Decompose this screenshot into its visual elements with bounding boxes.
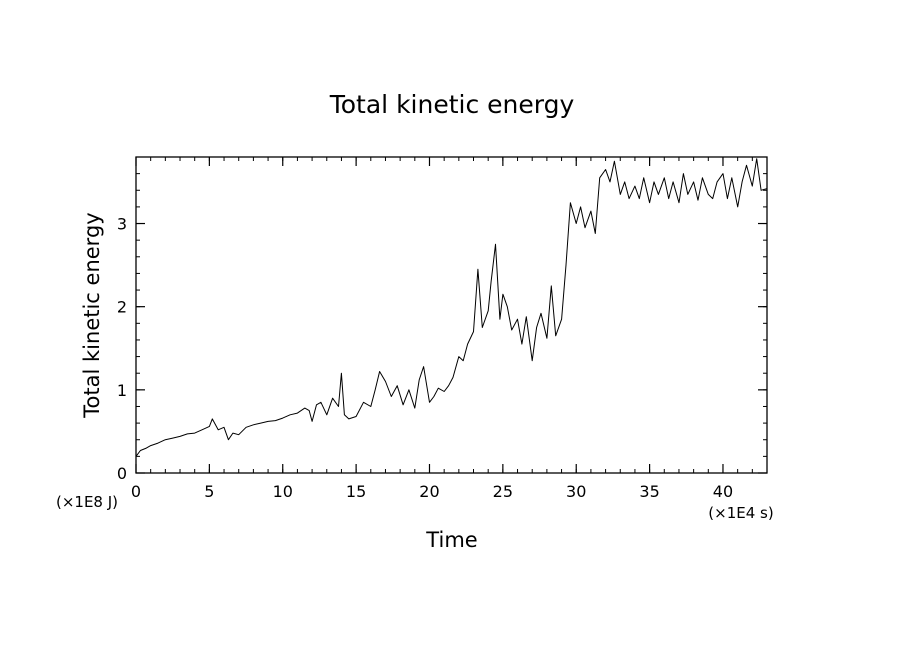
y-tick-label: 0 <box>117 464 127 483</box>
axis-ticks <box>135 156 768 474</box>
x-tick-label: 0 <box>131 482 141 501</box>
x-tick-label: 20 <box>419 482 439 501</box>
x-tick-label: 35 <box>639 482 659 501</box>
tick-labels: 0 5 10 15 20 25 30 35 40 0 1 2 3 <box>117 215 733 501</box>
x-tick-label: 15 <box>346 482 366 501</box>
x-axis-unit: (×1E4 s) <box>708 504 773 522</box>
chart-title: Total kinetic energy <box>329 90 575 119</box>
plot-frame <box>135 156 768 474</box>
x-tick-label: 10 <box>273 482 293 501</box>
y-tick-label: 3 <box>117 215 127 234</box>
x-tick-label: 5 <box>204 482 214 501</box>
series-line <box>135 158 768 457</box>
y-tick-label: 2 <box>117 298 127 317</box>
x-axis-label: Time <box>425 528 477 552</box>
y-axis-label: Total kinetic energy <box>80 212 104 418</box>
x-tick-label: 40 <box>713 482 733 501</box>
x-tick-label: 25 <box>493 482 513 501</box>
x-tick-label: 30 <box>566 482 586 501</box>
y-tick-label: 1 <box>117 381 127 400</box>
series-layer <box>135 158 768 457</box>
y-axis-unit: (×1E8 J) <box>56 493 118 511</box>
